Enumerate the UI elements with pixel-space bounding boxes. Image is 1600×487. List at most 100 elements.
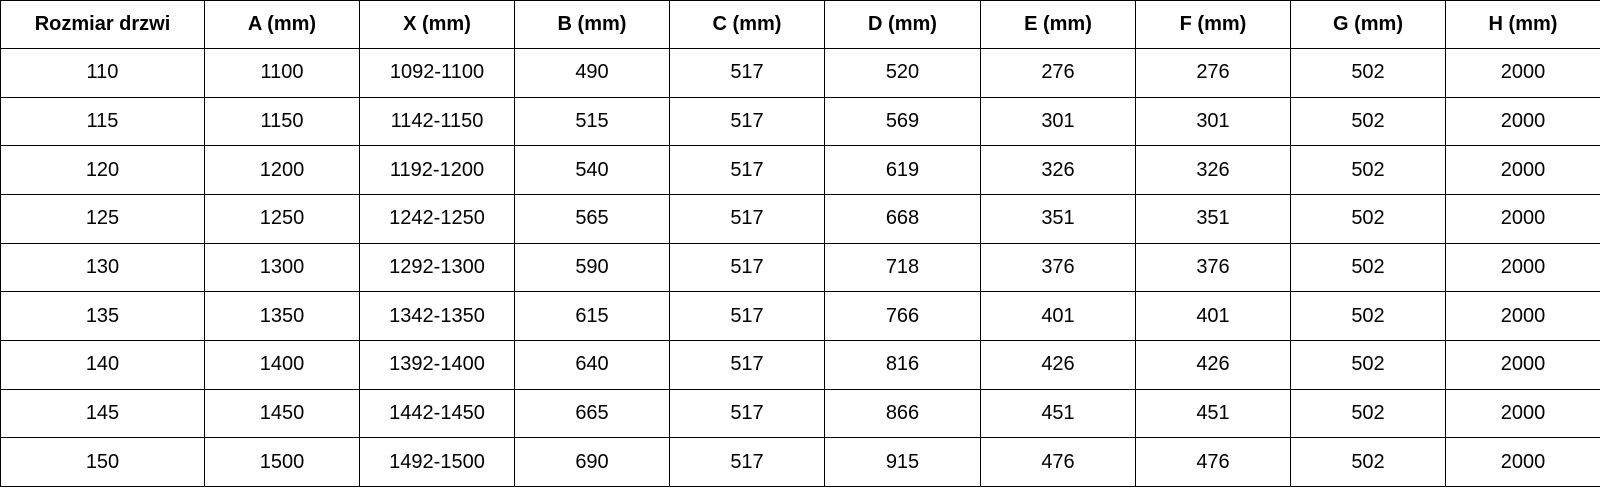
- table-cell: 1242-1250: [359, 193, 515, 244]
- table-cell: 376: [1135, 242, 1291, 293]
- table-row: 130 1300 1292-1300 590 517 718 376 376 502 2000: [0, 242, 1600, 293]
- table-cell: 619: [824, 145, 981, 195]
- table-cell: 426: [1135, 339, 1291, 390]
- table-cell: 351: [1135, 193, 1291, 244]
- table-cell: 517: [669, 96, 825, 147]
- header-cell: C (mm): [669, 0, 825, 49]
- table-cell: 2000: [1445, 96, 1600, 147]
- table-cell: 301: [980, 96, 1136, 147]
- table-cell: 326: [1135, 145, 1291, 195]
- table-cell: 401: [980, 291, 1136, 341]
- table-cell: 502: [1290, 48, 1446, 98]
- table-cell: 569: [824, 96, 981, 147]
- table-cell: 866: [824, 388, 981, 439]
- table-cell: 816: [824, 339, 981, 390]
- table-cell: 517: [669, 339, 825, 390]
- table-cell: 1392-1400: [359, 339, 515, 390]
- table-cell: 665: [514, 388, 670, 439]
- table-cell: 718: [824, 242, 981, 293]
- table-cell: 502: [1290, 291, 1446, 341]
- table-cell: 517: [669, 388, 825, 439]
- table-cell: 502: [1290, 96, 1446, 147]
- table-cell: 502: [1290, 388, 1446, 439]
- header-cell: G (mm): [1290, 0, 1446, 49]
- header-cell: E (mm): [980, 0, 1136, 49]
- table-cell: 376: [980, 242, 1136, 293]
- header-cell: D (mm): [824, 0, 981, 49]
- table-cell: 515: [514, 96, 670, 147]
- table-cell: 140: [0, 339, 205, 390]
- table-cell: 1200: [204, 145, 360, 195]
- header-cell: B (mm): [514, 0, 670, 49]
- table-cell: 2000: [1445, 291, 1600, 341]
- table-cell: 351: [980, 193, 1136, 244]
- table-cell: 2000: [1445, 242, 1600, 293]
- table-cell: 426: [980, 339, 1136, 390]
- table-cell: 517: [669, 193, 825, 244]
- table-cell: 1092-1100: [359, 48, 515, 98]
- table-cell: 1350: [204, 291, 360, 341]
- table-cell: 476: [1135, 437, 1291, 487]
- table-row: 120 1200 1192-1200 540 517 619 326 326 502 2000: [0, 145, 1600, 195]
- table-cell: 276: [980, 48, 1136, 98]
- table-cell: 301: [1135, 96, 1291, 147]
- table-row: 145 1450 1442-1450 665 517 866 451 451 502 2000: [0, 388, 1600, 439]
- table-row: 125 1250 1242-1250 565 517 668 351 351 502 2000: [0, 193, 1600, 244]
- table-cell: 565: [514, 193, 670, 244]
- table-cell: 668: [824, 193, 981, 244]
- table-cell: 490: [514, 48, 670, 98]
- table-cell: 2000: [1445, 339, 1600, 390]
- table-cell: 1142-1150: [359, 96, 515, 147]
- table-cell: 1300: [204, 242, 360, 293]
- table-cell: 2000: [1445, 48, 1600, 98]
- table-cell: 502: [1290, 242, 1446, 293]
- table-cell: 915: [824, 437, 981, 487]
- table-cell: 1492-1500: [359, 437, 515, 487]
- table-cell: 120: [0, 145, 205, 195]
- table-cell: 2000: [1445, 145, 1600, 195]
- table-row: 135 1350 1342-1350 615 517 766 401 401 502 2000: [0, 291, 1600, 341]
- table-cell: 135: [0, 291, 205, 341]
- header-cell: F (mm): [1135, 0, 1291, 49]
- table-cell: 1450: [204, 388, 360, 439]
- table-cell: 130: [0, 242, 205, 293]
- table-cell: 276: [1135, 48, 1291, 98]
- table-cell: 502: [1290, 437, 1446, 487]
- table-cell: 125: [0, 193, 205, 244]
- table-cell: 150: [0, 437, 205, 487]
- table-row: 140 1400 1392-1400 640 517 816 426 426 502 2000: [0, 339, 1600, 390]
- table-cell: 2000: [1445, 388, 1600, 439]
- table-cell: 517: [669, 437, 825, 487]
- table-cell: 1100: [204, 48, 360, 98]
- table-cell: 1192-1200: [359, 145, 515, 195]
- table-cell: 517: [669, 48, 825, 98]
- table-cell: 2000: [1445, 193, 1600, 244]
- table-cell: 766: [824, 291, 981, 341]
- table-cell: 502: [1290, 193, 1446, 244]
- header-cell: X (mm): [359, 0, 515, 49]
- table-cell: 540: [514, 145, 670, 195]
- table-cell: 502: [1290, 145, 1446, 195]
- header-cell: H (mm): [1445, 0, 1600, 49]
- table-cell: 115: [0, 96, 205, 147]
- table-cell: 401: [1135, 291, 1291, 341]
- table-cell: 451: [980, 388, 1136, 439]
- table-cell: 145: [0, 388, 205, 439]
- table-row: 150 1500 1492-1500 690 517 915 476 476 502 2000: [0, 437, 1600, 487]
- table-row: 115 1150 1142-1150 515 517 569 301 301 502 2000: [0, 96, 1600, 147]
- table-cell: 615: [514, 291, 670, 341]
- table-cell: 451: [1135, 388, 1291, 439]
- table-cell: 1250: [204, 193, 360, 244]
- table-cell: 520: [824, 48, 981, 98]
- table-cell: 502: [1290, 339, 1446, 390]
- table-row: 110 1100 1092-1100 490 517 520 276 276 502 2000: [0, 48, 1600, 98]
- table-cell: 2000: [1445, 437, 1600, 487]
- table-cell: 1292-1300: [359, 242, 515, 293]
- table-cell: 1442-1450: [359, 388, 515, 439]
- header-cell: A (mm): [204, 0, 360, 49]
- table-cell: 1500: [204, 437, 360, 487]
- header-row: Rozmiar drzwi A (mm) X (mm) B (mm) C (mm) D (…: [0, 0, 1600, 49]
- table-cell: 517: [669, 291, 825, 341]
